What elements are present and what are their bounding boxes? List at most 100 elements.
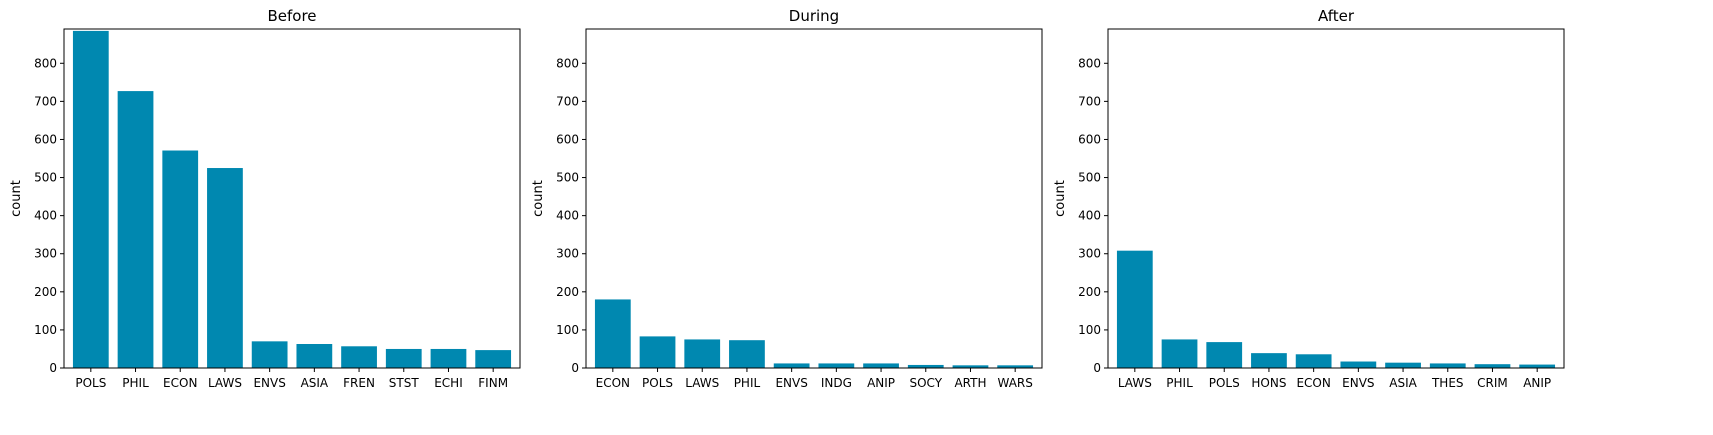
- bar-hons: [1251, 353, 1287, 368]
- panel-during: During count 0 100 200 300 400 500 600 700 800 EC…: [531, 7, 1043, 390]
- bar-fren: [341, 346, 377, 368]
- bar-pols: [639, 336, 676, 368]
- panel-title: During: [789, 7, 839, 25]
- x-tick-label: ANIP: [867, 376, 895, 390]
- bar-wars: [997, 365, 1034, 368]
- bar-phil: [1161, 339, 1198, 368]
- y-tick-label: 800: [556, 56, 579, 70]
- x-tick-label: ENVS: [1342, 376, 1374, 390]
- y-tick-label: 0: [49, 361, 57, 375]
- y-tick-label: 100: [556, 323, 579, 337]
- bar-econ: [162, 150, 199, 368]
- bar-phil: [729, 340, 765, 368]
- x-tick-label: ECON: [1296, 376, 1330, 390]
- y-tick-label: 600: [1078, 132, 1101, 146]
- y-tick-label: 400: [34, 209, 57, 223]
- x-tick-label: FREN: [343, 376, 375, 390]
- bar-envs: [773, 363, 810, 368]
- y-tick-label: 300: [34, 247, 57, 261]
- panel-title: After: [1318, 7, 1355, 25]
- y-axis-label: count: [9, 180, 24, 217]
- y-tick-label: 600: [34, 132, 57, 146]
- bar-asia: [296, 344, 333, 368]
- bar-envs: [251, 341, 288, 368]
- x-tick-label: PHIL: [122, 376, 149, 390]
- bar-arth: [952, 365, 989, 368]
- bar-indg: [818, 363, 855, 368]
- x-tick-label: POLS: [75, 376, 106, 390]
- bar-envs: [1340, 361, 1377, 368]
- y-tick-label: 700: [34, 94, 57, 108]
- y-axis-label: count: [1053, 180, 1068, 217]
- y-tick-label: 0: [1093, 361, 1101, 375]
- plot-frame: [1107, 28, 1565, 369]
- y-tick-label: 800: [1078, 56, 1101, 70]
- x-tick-label: ASIA: [1389, 376, 1417, 390]
- bar-stst: [385, 348, 422, 368]
- y-tick-label: 200: [34, 285, 57, 299]
- y-axis-label: count: [531, 180, 546, 217]
- y-tick-label: 0: [571, 361, 579, 375]
- x-tick-label: LAWS: [208, 376, 242, 390]
- panel-after: After count 0 100 200 300 400 500 600 700 800 LAW…: [1053, 7, 1565, 390]
- x-tick-label: WARS: [997, 376, 1032, 390]
- y-tick-label: 300: [1078, 247, 1101, 261]
- y-tick-label: 200: [1078, 285, 1101, 299]
- y-tick-label: 500: [556, 171, 579, 185]
- x-tick-label: THES: [1431, 376, 1464, 390]
- x-tick-label: INDG: [821, 376, 852, 390]
- x-tick-label: ENVS: [775, 376, 807, 390]
- y-tick-label: 100: [1078, 323, 1101, 337]
- x-tick-label: ARTH: [954, 376, 986, 390]
- bar-phil: [117, 91, 154, 368]
- bar-crim: [1474, 364, 1511, 368]
- y-tick-label: 400: [556, 209, 579, 223]
- bar-econ: [1295, 354, 1332, 368]
- bar-asia: [1385, 362, 1421, 368]
- x-tick-label: SOCY: [909, 376, 942, 390]
- x-tick-label: ANIP: [1523, 376, 1551, 390]
- x-tick-label: POLS: [1209, 376, 1240, 390]
- bar-echi: [430, 348, 467, 368]
- bar-finm: [475, 350, 512, 368]
- bar-econ: [594, 299, 631, 368]
- y-tick-label: 600: [556, 132, 579, 146]
- bar-anip: [1519, 364, 1556, 368]
- bar-laws: [207, 168, 243, 368]
- y-tick-label: 700: [1078, 94, 1101, 108]
- bar-laws: [684, 339, 721, 368]
- panel-title: Before: [267, 7, 316, 25]
- bar-anip: [863, 363, 899, 368]
- y-tick-label: 200: [556, 285, 579, 299]
- panel-before: Before count 0 100 200 300 400 500 600 700 800 PO…: [9, 7, 521, 390]
- plot-frame: [585, 28, 1043, 369]
- x-tick-label: CRIM: [1477, 376, 1508, 390]
- bar-pols: [1206, 342, 1243, 368]
- x-tick-label: HONS: [1251, 376, 1286, 390]
- x-tick-label: POLS: [642, 376, 673, 390]
- y-tick-label: 100: [34, 323, 57, 337]
- plot-frame: [63, 28, 521, 369]
- x-tick-label: PHIL: [734, 376, 761, 390]
- bar-pols: [72, 30, 109, 369]
- x-tick-label: LAWS: [1118, 376, 1152, 390]
- x-tick-label: STST: [389, 376, 420, 390]
- x-tick-label: FINM: [478, 376, 508, 390]
- x-tick-label: ECON: [596, 376, 630, 390]
- y-tick-label: 400: [1078, 209, 1101, 223]
- x-tick-label: ECHI: [434, 376, 463, 390]
- bar-socy: [907, 364, 944, 368]
- x-tick-label: ASIA: [301, 376, 329, 390]
- x-tick-label: PHIL: [1166, 376, 1193, 390]
- bar-thes: [1429, 363, 1466, 368]
- bar-laws: [1116, 250, 1153, 368]
- y-tick-label: 500: [1078, 171, 1101, 185]
- x-tick-label: LAWS: [685, 376, 719, 390]
- y-tick-label: 700: [556, 94, 579, 108]
- x-tick-label: ECON: [163, 376, 197, 390]
- y-tick-label: 800: [34, 56, 57, 70]
- x-tick-label: ENVS: [253, 376, 285, 390]
- y-tick-label: 500: [34, 171, 57, 185]
- y-tick-label: 300: [556, 247, 579, 261]
